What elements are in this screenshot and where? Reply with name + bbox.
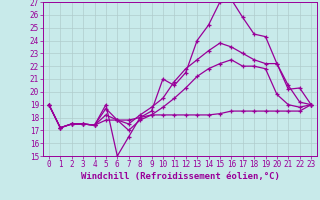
X-axis label: Windchill (Refroidissement éolien,°C): Windchill (Refroidissement éolien,°C) [81, 172, 279, 181]
